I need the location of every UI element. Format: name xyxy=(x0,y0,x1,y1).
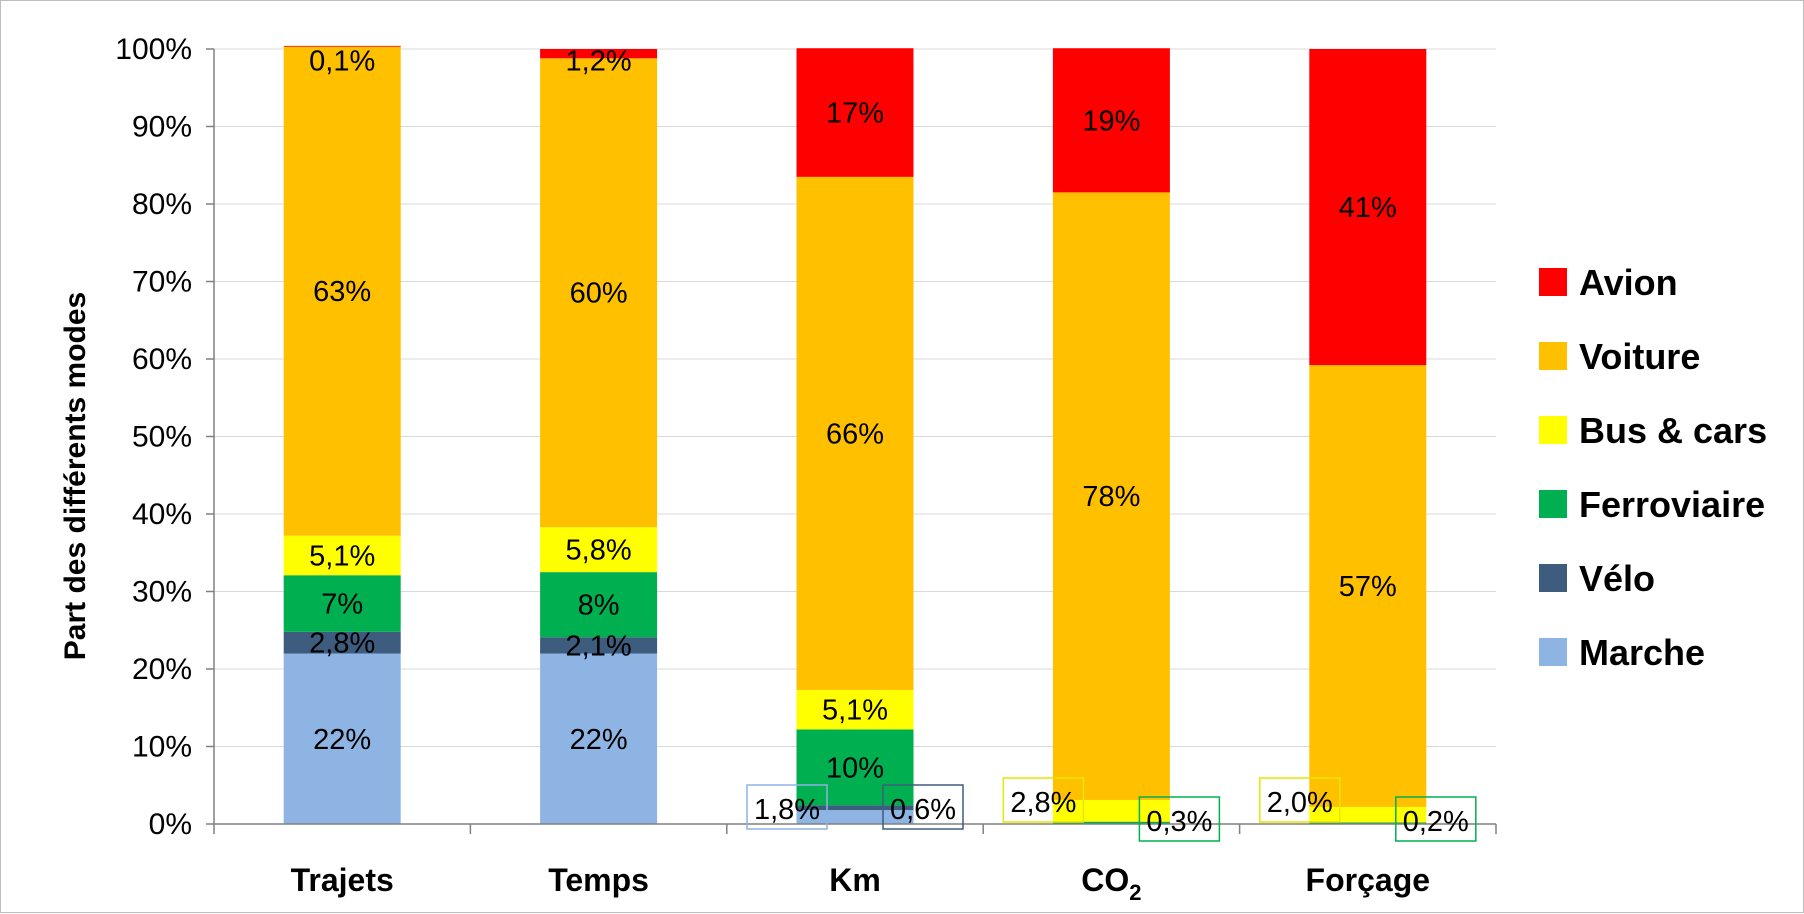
legend-swatch xyxy=(1539,564,1567,592)
bar-segment-marche xyxy=(540,653,658,824)
bar-segment-avion xyxy=(283,45,401,47)
data-label: 1,8% xyxy=(754,794,820,826)
legend-swatch xyxy=(1539,638,1567,666)
legend-swatch xyxy=(1539,342,1567,370)
bar-segment-marche xyxy=(796,810,914,824)
y-tick-label: 20% xyxy=(132,653,192,686)
legend-label: Bus & cars xyxy=(1579,410,1767,451)
data-label: 0,1% xyxy=(309,46,375,78)
bar-segment-bus-cars xyxy=(796,689,914,730)
data-label: 2,8% xyxy=(309,628,375,660)
data-label: 0,2% xyxy=(1403,806,1469,838)
data-label-box xyxy=(1138,796,1221,842)
bar-segment-ferroviaire xyxy=(1052,821,1170,824)
y-tick-label: 10% xyxy=(132,731,192,764)
data-label: 2,8% xyxy=(1010,787,1076,819)
bar-segment-v-lo xyxy=(540,637,658,654)
data-label-box xyxy=(1395,796,1477,842)
x-category-labels: Trajets Temps Km CO2 Forçage xyxy=(291,862,1430,905)
legend-label: Ferroviaire xyxy=(1579,484,1765,525)
legend-label: Voiture xyxy=(1579,336,1700,377)
data-label: 10% xyxy=(826,752,884,784)
data-labels: 22% 22% 1,8% 2,8% 2,1% 0,6% 7% 8% 10% 0,3% 0,2% 5,1… xyxy=(309,46,1477,842)
data-label: 57% xyxy=(1339,571,1397,603)
y-tick-label: 50% xyxy=(132,421,192,454)
bar-segment-ferroviaire xyxy=(540,572,658,638)
x-category-label: Km xyxy=(829,862,881,898)
data-label: 1,2% xyxy=(566,46,632,78)
data-label: 60% xyxy=(570,278,628,310)
bar-segment-ferroviaire xyxy=(283,575,401,632)
bar-segment-v-lo xyxy=(796,805,914,811)
bar-segment-ferroviaire xyxy=(796,729,914,806)
legend-label: Vélo xyxy=(1579,558,1655,599)
bar-segment-voiture xyxy=(283,46,401,536)
data-label-box xyxy=(1002,777,1085,823)
bar-segment-ferroviaire xyxy=(1309,822,1427,824)
y-axis-title: Part des différents modes xyxy=(59,292,92,660)
y-tick-label: 100% xyxy=(115,33,192,66)
bar-segment-bus-cars xyxy=(283,535,401,576)
y-tick-labels: 0% 10% 20% 30% 40% 50% 60% 70% 80% 90% 100% xyxy=(115,33,192,841)
y-tick-label: 80% xyxy=(132,188,192,221)
bar-segment-bus-cars xyxy=(1052,799,1170,822)
y-tick-label: 90% xyxy=(132,111,192,144)
bar-segment-voiture xyxy=(1052,192,1170,800)
data-label: 22% xyxy=(313,724,371,756)
legend: Avion Voiture Bus & cars Ferroviaire Vélo Mar… xyxy=(1539,262,1767,673)
bar-segment-bus-cars xyxy=(1309,806,1427,823)
y-tick-label: 30% xyxy=(132,576,192,609)
data-label: 5,8% xyxy=(566,535,632,567)
x-category-label: Forçage xyxy=(1306,862,1430,898)
bar-segment-avion xyxy=(796,48,914,177)
data-label: 78% xyxy=(1082,481,1140,513)
data-label-box xyxy=(882,784,964,830)
y-tick-label: 0% xyxy=(149,808,192,841)
bar-segment-avion xyxy=(540,49,658,59)
legend-swatch xyxy=(1539,268,1567,296)
bar-segment-voiture xyxy=(1309,365,1427,807)
legend-label: Avion xyxy=(1579,262,1678,303)
bar-segment-v-lo xyxy=(283,631,401,654)
y-tick-label: 60% xyxy=(132,343,192,376)
axes xyxy=(206,48,1497,834)
y-tick-label: 40% xyxy=(132,498,192,531)
bar-segment-voiture xyxy=(796,176,914,690)
bar-segment-marche xyxy=(283,653,401,824)
legend-swatch xyxy=(1539,490,1567,518)
data-label: 17% xyxy=(826,98,884,130)
bar-segment-voiture xyxy=(540,58,658,528)
x-category-label: Trajets xyxy=(291,862,394,898)
data-label-box xyxy=(746,784,828,830)
data-label: 63% xyxy=(313,276,371,308)
data-label: 19% xyxy=(1082,105,1140,137)
bar-segment-avion xyxy=(1052,48,1170,193)
data-label: 2,1% xyxy=(566,630,632,662)
data-label: 22% xyxy=(570,724,628,756)
data-label: 5,1% xyxy=(309,540,375,572)
data-label: 41% xyxy=(1339,192,1397,224)
bar-segment-bus-cars xyxy=(540,527,658,573)
data-label: 2,0% xyxy=(1267,787,1333,819)
x-category-label: Temps xyxy=(548,862,649,898)
bar-segment-avion xyxy=(1309,49,1427,366)
x-category-label: CO2 xyxy=(1081,862,1141,905)
y-tick-label: 70% xyxy=(132,266,192,299)
data-label: 0,6% xyxy=(890,794,956,826)
data-label: 66% xyxy=(826,418,884,450)
data-label-box xyxy=(1259,777,1341,823)
data-label: 0,3% xyxy=(1146,806,1212,838)
subscript: 2 xyxy=(1129,880,1141,905)
bars xyxy=(283,45,1427,824)
data-label: 8% xyxy=(578,590,620,622)
data-label: 5,1% xyxy=(822,695,888,727)
legend-swatch xyxy=(1539,416,1567,444)
legend-label: Marche xyxy=(1579,632,1705,673)
data-label: 7% xyxy=(321,589,363,621)
